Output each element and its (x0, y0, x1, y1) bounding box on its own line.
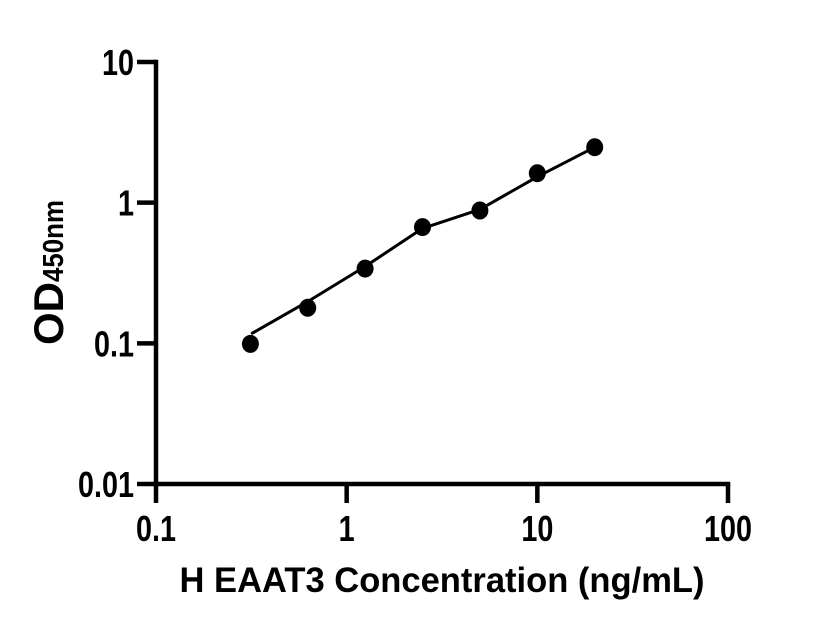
data-point (241, 334, 259, 353)
data-points (241, 138, 604, 353)
y-axis-title-main: OD (25, 282, 72, 345)
x-tick-label: 10 (521, 508, 553, 549)
data-point (528, 164, 546, 183)
y-axis-title: OD450nm (25, 200, 72, 345)
x-tick-label: 100 (704, 508, 752, 549)
y-axis-title-subscript: 450nm (38, 200, 70, 282)
x-axis-ticks: 0.1 1 10 100 (136, 484, 752, 549)
y-tick-label: 0.01 (78, 464, 134, 505)
y-tick-label: 0.1 (94, 323, 134, 364)
data-point (299, 298, 317, 317)
data-point (356, 259, 374, 278)
data-point (471, 201, 489, 220)
x-tick-label: 0.1 (136, 508, 176, 549)
y-tick-label: 10 (102, 42, 134, 83)
x-axis-title: H EAAT3 Concentration (ng/mL) (180, 561, 705, 600)
y-axis-ticks: 10 1 0.1 0.01 (78, 42, 156, 505)
x-tick-label: 1 (339, 508, 355, 549)
y-tick-label: 1 (118, 183, 134, 224)
data-point (414, 218, 431, 237)
data-point (586, 138, 604, 157)
